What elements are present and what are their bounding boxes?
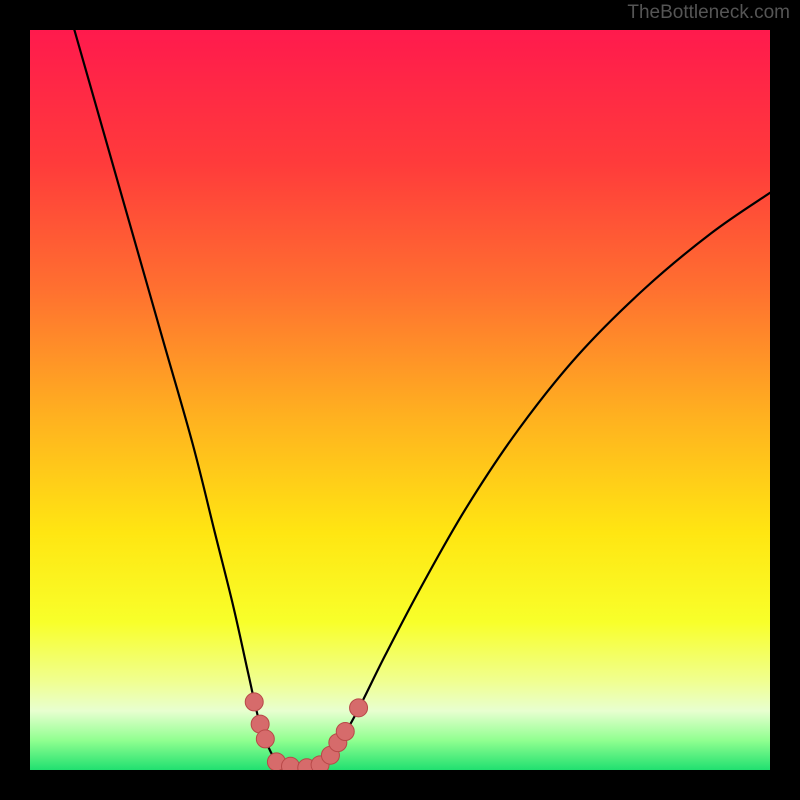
bottleneck-chart [30,30,770,770]
marker-point [350,699,368,717]
marker-point [256,730,274,748]
marker-point [281,757,299,770]
gradient-background [30,30,770,770]
watermark-text: TheBottleneck.com [627,2,790,24]
marker-point [245,693,263,711]
marker-point [336,723,354,741]
chart-svg [30,30,770,770]
